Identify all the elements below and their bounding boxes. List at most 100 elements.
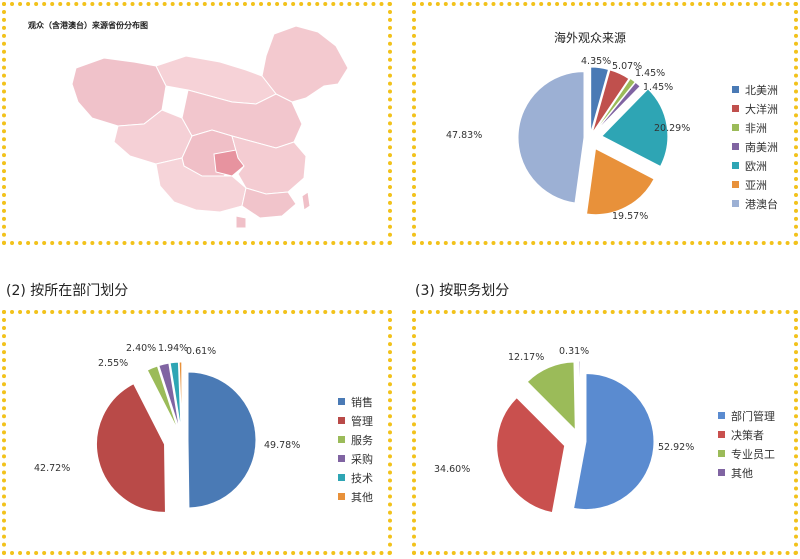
legend-label: 决策者 [731,428,764,442]
position-pie-chart: 52.92% 34.60% 12.17% 0.31% [434,346,694,514]
legend-swatch [732,200,739,207]
legend-item: 其他 [338,487,373,506]
legend-swatch [718,469,725,476]
legend-label: 其他 [351,490,373,504]
legend-swatch [732,86,739,93]
legend-swatch [718,412,725,419]
legend-swatch [732,105,739,112]
department-section-label: (2) 按所在部门划分 [6,283,129,299]
department-pie-chart: 49.78% 42.72% 2.55% 2.40% 1.94%0.61% [34,343,300,513]
legend-swatch [338,455,345,462]
slice-label-1: 5.07% [612,61,642,72]
overseas-legend: 北美洲大洋洲非洲南美洲欧洲亚洲港澳台 [732,80,778,213]
slice-label-0: 52.92% [658,442,694,453]
pie-slice-3 [158,362,181,431]
legend-item: 北美洲 [732,80,778,99]
legend-swatch [718,450,725,457]
legend-swatch [338,398,345,405]
position-chart-panel: 52.92% 34.60% 12.17% 0.31% 部门管理决策者专业员工其他 [412,310,798,555]
pie-slice-1 [496,396,566,514]
slice-label-1: 42.72% [34,463,70,474]
legend-item: 技术 [338,468,373,487]
slice-label-0: 49.78% [264,440,300,451]
legend-item: 部门管理 [718,406,775,425]
legend-item: 港澳台 [732,194,778,213]
legend-item: 大洋洲 [732,99,778,118]
slice-label-5: 0.61% [186,346,216,357]
legend-swatch [718,431,725,438]
slice-label-2: 12.17% [508,352,544,363]
slice-label-3: 1.45% [643,82,673,93]
pie-slice-3 [593,81,641,134]
legend-label: 专业员工 [731,447,775,461]
legend-item: 销售 [338,392,373,411]
legend-item: 欧洲 [732,156,778,175]
china-province-map [71,25,349,229]
legend-label: 北美洲 [745,83,778,97]
legend-item: 决策者 [718,425,775,444]
legend-item: 采购 [338,449,373,468]
legend-label: 亚洲 [745,178,767,192]
position-section-label: (3) 按职务划分 [415,283,510,299]
pie-slice-6 [517,71,585,204]
pie-slice-3 [578,360,581,430]
legend-label: 技术 [351,471,373,485]
pie-slice-5 [178,361,183,431]
legend-item: 亚洲 [732,175,778,194]
slice-label-3: 2.40% [126,343,156,354]
legend-label: 管理 [351,414,373,428]
legend-item: 非洲 [732,118,778,137]
legend-item: 专业员工 [718,444,775,463]
map-shape [71,25,349,229]
pie-slice-4 [601,88,669,168]
legend-label: 欧洲 [745,159,767,173]
legend-label: 港澳台 [745,197,778,211]
pie-slice-0 [590,66,610,134]
legend-swatch [338,417,345,424]
pie-slice-2 [593,77,636,134]
slice-label-5: 19.57% [612,211,648,222]
department-legend: 销售管理服务采购技术其他 [338,392,373,506]
slice-label-4: 20.29% [654,123,690,134]
slice-label-0: 4.35% [581,56,611,67]
slice-label-2: 1.45% [635,68,665,79]
department-chart-panel: 49.78% 42.72% 2.55% 2.40% 1.94% 0.61% 销售管理服务采… [2,310,392,555]
slice-label-4: 1.94% [158,343,188,354]
legend-label: 服务 [351,433,373,447]
overseas-chart-panel: 海外观众来源 4.35% 5.07% 1.45% 1.45% 20.29% 19.57% 4… [412,2,798,245]
slice-label-1: 34.60% [434,464,470,475]
legend-item: 服务 [338,430,373,449]
pie-slice-2 [146,365,179,431]
legend-label: 南美洲 [745,140,778,154]
legend-swatch [338,474,345,481]
chart-title: 海外观众来源 [554,30,626,45]
slice-label-6: 47.83% [446,130,482,141]
legend-swatch [338,436,345,443]
map-title: 观众（含港澳台）来源省份分布图 [28,21,148,30]
legend-swatch [732,143,739,150]
pie-slice-1 [591,69,630,134]
legend-label: 非洲 [745,121,767,135]
slice-label-2: 2.55% [98,358,128,369]
pie-slice-0 [187,371,257,509]
legend-label: 其他 [731,466,753,480]
map-panel: 观众（含港澳台）来源省份分布图 [2,2,392,245]
legend-swatch [732,124,739,131]
pie-slice-0 [572,373,655,511]
overseas-pie-chart: 海外观众来源 4.35% 5.07%1.45% 1.45% 20.29% 19.57% 4… [446,30,690,222]
pie-slice-1 [96,383,166,513]
legend-item: 其他 [718,463,775,482]
slice-label-3: 0.31% [559,346,589,357]
legend-item: 管理 [338,411,373,430]
pie-slice-4 [169,361,182,431]
position-legend: 部门管理决策者专业员工其他 [718,406,775,482]
legend-label: 销售 [351,395,373,409]
legend-swatch [732,181,739,188]
legend-swatch [732,162,739,169]
legend-label: 采购 [351,452,373,466]
legend-item: 南美洲 [732,137,778,156]
pie-slice-5 [585,147,655,216]
legend-label: 大洋洲 [745,102,778,116]
pie-slice-2 [526,361,576,432]
legend-swatch [338,493,345,500]
